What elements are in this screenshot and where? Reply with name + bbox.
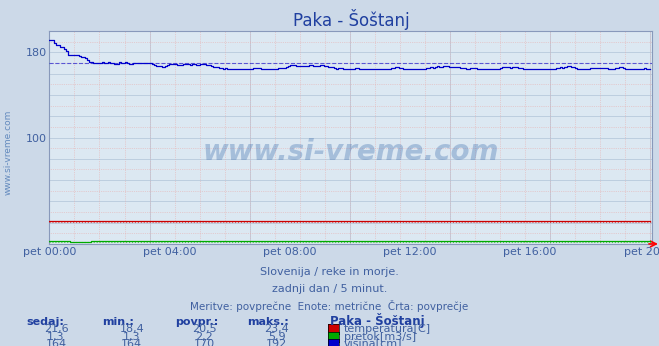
Text: višina[cm]: višina[cm] <box>344 339 403 346</box>
Text: 1,3: 1,3 <box>47 332 65 342</box>
Text: Slovenija / reke in morje.: Slovenija / reke in morje. <box>260 267 399 277</box>
Text: 164: 164 <box>45 339 67 346</box>
Text: min.:: min.: <box>102 317 134 327</box>
Text: 23,4: 23,4 <box>264 324 289 334</box>
Text: zadnji dan / 5 minut.: zadnji dan / 5 minut. <box>272 284 387 294</box>
Text: Paka - Šoštanj: Paka - Šoštanj <box>330 312 424 328</box>
Text: 1,3: 1,3 <box>123 332 140 342</box>
Text: temperatura[C]: temperatura[C] <box>344 324 431 334</box>
Text: 20,5: 20,5 <box>192 324 217 334</box>
Text: sedaj:: sedaj: <box>26 317 64 327</box>
Text: 18,4: 18,4 <box>119 324 144 334</box>
Text: www.si-vreme.com: www.si-vreme.com <box>203 138 499 166</box>
Text: povpr.:: povpr.: <box>175 317 218 327</box>
Text: pretok[m3/s]: pretok[m3/s] <box>344 332 416 342</box>
Text: maks.:: maks.: <box>247 317 289 327</box>
Text: 2,2: 2,2 <box>196 332 213 342</box>
Title: Paka - Šoštanj: Paka - Šoštanj <box>293 9 409 30</box>
Text: Meritve: povprečne  Enote: metrične  Črta: povprečje: Meritve: povprečne Enote: metrične Črta:… <box>190 300 469 312</box>
Text: 5,9: 5,9 <box>268 332 285 342</box>
Text: 170: 170 <box>194 339 215 346</box>
Text: 192: 192 <box>266 339 287 346</box>
Text: 21,6: 21,6 <box>43 324 69 334</box>
Text: 164: 164 <box>121 339 142 346</box>
Text: www.si-vreme.com: www.si-vreme.com <box>3 110 13 195</box>
